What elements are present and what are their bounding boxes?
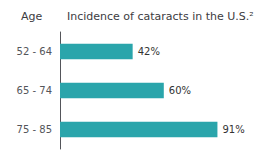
svg-text:52 - 64: 52 - 64 xyxy=(17,46,52,57)
svg-text:42%: 42% xyxy=(138,46,160,57)
svg-text:65 - 74: 65 - 74 xyxy=(17,85,52,96)
svg-text:60%: 60% xyxy=(169,85,191,96)
svg-text:91%: 91% xyxy=(222,124,244,135)
svg-text:Incidence of cataracts in the: Incidence of cataracts in the U.S.² xyxy=(67,10,254,23)
svg-text:75 - 85: 75 - 85 xyxy=(17,124,52,135)
svg-text:Age: Age xyxy=(21,10,43,23)
